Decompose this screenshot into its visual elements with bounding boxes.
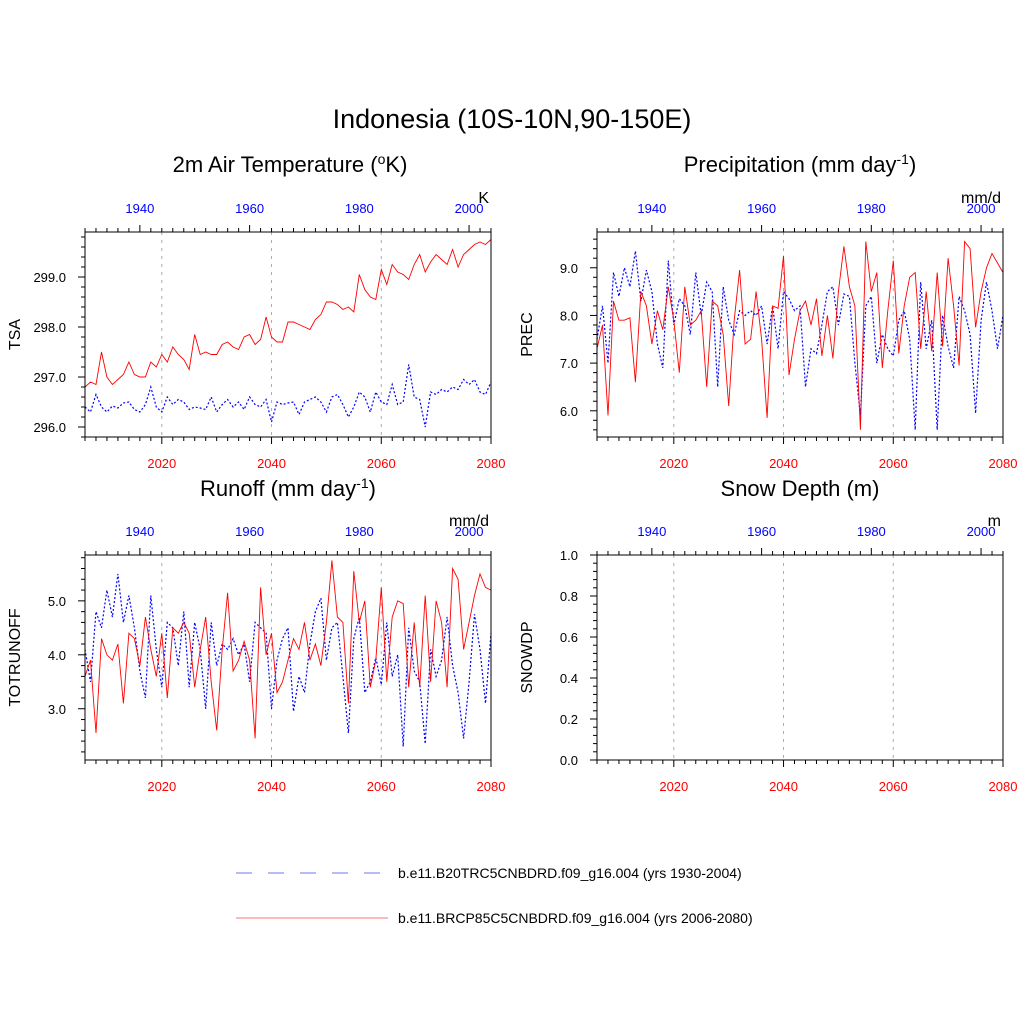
x-tick-label-top: 1940 (125, 201, 154, 216)
panel-totrunoff: Runoff (mm day-1) mm/d TOTRUNOFF 2020 2040 20… (7, 475, 505, 794)
y-tick-label: 6.0 (560, 404, 578, 419)
y-tick-label: 298.0 (33, 320, 66, 335)
y-tick-label: 5.0 (48, 594, 66, 609)
units-label: K (478, 190, 489, 207)
x-tick-label-top: 2000 (967, 524, 996, 539)
y-tick-label: 9.0 (560, 261, 578, 276)
x-tick-label-top: 1960 (747, 201, 776, 216)
y-axis-label: TSA (7, 319, 24, 350)
x-tick-label-bottom: 2080 (989, 779, 1018, 794)
x-tick-label-bottom: 2080 (989, 456, 1018, 471)
y-tick-label: 0.6 (560, 630, 578, 645)
panel-title: 2m Air Temperature (oK) (173, 151, 408, 177)
series-line-2006-2080 (84, 560, 492, 739)
plot-frame (84, 231, 492, 438)
y-tick-label: 7.0 (560, 356, 578, 371)
x-tick-label-top: 1980 (857, 524, 886, 539)
legend-label: b.e11.BRCP85C5CNBDRD.f09_g16.004 (yrs 20… (398, 910, 753, 926)
panel-title-tail: ) (909, 152, 916, 177)
y-axis-label: PREC (519, 312, 536, 356)
x-tick-label-top: 1980 (345, 201, 374, 216)
panel-title: Precipitation (mm day-1) (684, 151, 917, 177)
x-tick-label-top: 2000 (967, 201, 996, 216)
panel-title-superscript: -1 (356, 475, 369, 491)
x-tick-label-bottom: 2080 (477, 456, 506, 471)
x-tick-label-top: 1960 (235, 524, 264, 539)
panel-snowdp: Snow Depth (m) m SNOWDP 2020 2040 2060 2080 194… (519, 476, 1017, 794)
panel-title-superscript: o (378, 151, 386, 167)
x-tick-label-bottom: 2060 (367, 779, 396, 794)
x-tick-label-bottom: 2060 (879, 779, 908, 794)
x-tick-label-bottom: 2020 (147, 456, 176, 471)
series-line-1930-2004 (596, 251, 1004, 430)
plot-frame (84, 554, 492, 761)
x-tick-label-top: 1980 (857, 201, 886, 216)
x-tick-label-bottom: 2060 (367, 456, 396, 471)
units-label: mm/d (961, 190, 1001, 207)
figure-title: Indonesia (10S-10N,90-150E) (333, 104, 692, 134)
y-tick-label: 4.0 (48, 648, 66, 663)
panel-title-tail: ) (369, 476, 376, 501)
x-tick-label-bottom: 2040 (769, 779, 798, 794)
series-line-1930-2004 (84, 364, 492, 428)
panel-title-tail: K) (385, 152, 407, 177)
x-tick-label-bottom: 2040 (257, 779, 286, 794)
x-tick-label-top: 1940 (637, 524, 666, 539)
panel-title: Snow Depth (m) (721, 476, 880, 501)
y-tick-label: 1.0 (560, 548, 578, 563)
x-tick-label-top: 1960 (747, 524, 776, 539)
x-tick-label-top: 1940 (125, 524, 154, 539)
panel-tsa: 2m Air Temperature (oK) K TSA 2020 2040 2060 2… (7, 151, 505, 471)
x-tick-label-bottom: 2020 (147, 779, 176, 794)
y-tick-label: 296.0 (33, 420, 66, 435)
x-tick-label-bottom: 2060 (879, 456, 908, 471)
units-label: mm/d (449, 513, 489, 530)
panels: 2m Air Temperature (oK) K TSA 2020 2040 2060 2… (7, 151, 1017, 794)
panel-title-main: Snow Depth (m) (721, 476, 880, 501)
legend: b.e11.B20TRC5CNBDRD.f09_g16.004 (yrs 193… (236, 865, 753, 926)
x-tick-label-top: 1980 (345, 524, 374, 539)
series-line-2006-2080 (84, 239, 492, 388)
legend-label: b.e11.B20TRC5CNBDRD.f09_g16.004 (yrs 193… (398, 865, 742, 881)
x-tick-label-top: 2000 (455, 524, 484, 539)
x-tick-label-bottom: 2020 (659, 456, 688, 471)
x-tick-label-top: 1960 (235, 201, 264, 216)
x-tick-label-bottom: 2040 (769, 456, 798, 471)
x-tick-label-bottom: 2020 (659, 779, 688, 794)
units-label: m (988, 513, 1001, 530)
series-line-2006-2080 (596, 240, 1004, 430)
x-tick-label-bottom: 2080 (477, 779, 506, 794)
x-tick-label-top: 2000 (455, 201, 484, 216)
y-tick-label: 297.0 (33, 370, 66, 385)
panel-prec: Precipitation (mm day-1) mm/d PREC 2020 2040… (519, 151, 1017, 471)
panel-title-main: Runoff (mm day (200, 476, 356, 501)
x-tick-label-bottom: 2040 (257, 456, 286, 471)
y-tick-label: 3.0 (48, 702, 66, 717)
plot-frame (596, 554, 1004, 761)
x-tick-label-top: 1940 (637, 201, 666, 216)
panel-title-main: 2m Air Temperature ( (173, 152, 379, 177)
y-axis-label: TOTRUNOFF (7, 608, 24, 707)
panel-title-superscript: -1 (896, 151, 909, 167)
y-tick-label: 299.0 (33, 270, 66, 285)
legend-item-2006-2080: b.e11.BRCP85C5CNBDRD.f09_g16.004 (yrs 20… (236, 910, 753, 926)
y-tick-label: 0.8 (560, 589, 578, 604)
y-tick-label: 0.0 (560, 753, 578, 768)
y-tick-label: 0.2 (560, 712, 578, 727)
panel-title: Runoff (mm day-1) (200, 475, 376, 501)
y-axis-label: SNOWDP (519, 622, 536, 694)
y-tick-label: 8.0 (560, 308, 578, 323)
legend-item-1930-2004: b.e11.B20TRC5CNBDRD.f09_g16.004 (yrs 193… (236, 865, 742, 881)
y-tick-label: 0.4 (560, 671, 578, 686)
panel-title-main: Precipitation (mm day (684, 152, 897, 177)
